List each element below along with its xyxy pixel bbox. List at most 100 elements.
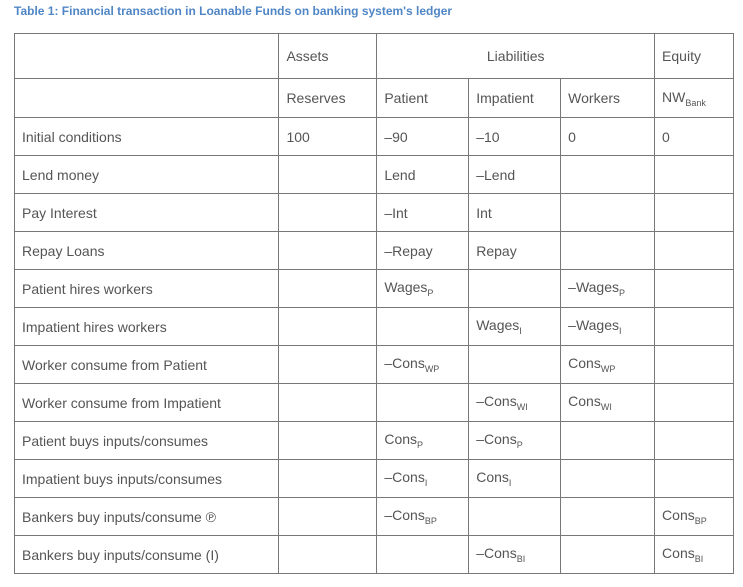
table-cell: [654, 307, 734, 346]
cell-text: –Cons: [476, 431, 517, 447]
table-cell: [654, 269, 734, 308]
table-cell: ConsP: [376, 421, 470, 460]
corner-cell: [13, 78, 280, 118]
table-cell: [278, 535, 378, 574]
cell-text: –10: [476, 128, 500, 145]
row-label: Pay Interest: [13, 193, 280, 232]
table-cell: [560, 497, 656, 536]
cell-text: –90: [384, 128, 408, 145]
cell-text: Lend: [384, 166, 416, 183]
row-label: Impatient hires workers: [13, 307, 280, 346]
table-cell: [278, 307, 378, 346]
table-row: Impatient hires workers WagesI –WagesI: [13, 307, 734, 346]
cell-subscript: WI: [516, 402, 528, 412]
table-cell: [468, 269, 562, 308]
cell-subscript: BP: [694, 516, 707, 526]
table-cell: –ConsWI: [468, 383, 562, 422]
cell-text: Wages: [384, 279, 428, 295]
cell-text: –Cons: [476, 545, 517, 561]
cell-subscript: I: [424, 478, 428, 488]
table-cell: [278, 459, 378, 498]
cell-text: –Wages: [568, 279, 619, 295]
cell-text: 0: [662, 128, 670, 145]
cell-text: –Int: [384, 204, 408, 221]
cell-text: Impatient: [476, 90, 534, 106]
table-cell: WagesP: [376, 269, 470, 308]
cell-subscript: Bank: [685, 97, 706, 108]
table-cell: [278, 155, 378, 194]
table-cell: [654, 155, 734, 194]
table-cell: [376, 383, 470, 422]
table-cell: [278, 231, 378, 270]
cell-text: 0: [568, 128, 576, 145]
table-row: Worker consume from Impatient –ConsWI Cons…: [13, 383, 734, 422]
corner-cell: [13, 33, 280, 79]
row-label: Bankers buy inputs/consume ℗: [13, 497, 280, 536]
table-cell: [560, 535, 656, 574]
cell-subscript: WI: [600, 402, 612, 412]
table-cell: [278, 345, 378, 384]
row-label: Initial conditions: [13, 117, 280, 156]
table-cell: [560, 459, 656, 498]
table-cell: ConsWI: [560, 383, 656, 422]
cell-subscript: WP: [424, 364, 440, 374]
table-cell: [278, 421, 378, 460]
table-cell: [560, 231, 656, 270]
table-row: Bankers buy inputs/consume (I) –ConsBI Con…: [13, 535, 734, 574]
cell-text: NW: [662, 88, 686, 105]
table-title: Table 1: Financial transaction in Loanab…: [14, 4, 453, 18]
table-cell: 100: [278, 117, 378, 156]
header-equity: Equity: [654, 33, 734, 79]
cell-text: Cons: [568, 355, 601, 371]
table-cell: –10: [468, 117, 562, 156]
header-liabilities: Liabilities: [376, 33, 656, 79]
cell-text: Cons: [384, 431, 418, 447]
table-cell: [278, 269, 378, 308]
table-cell: [468, 345, 562, 384]
table-cell: –Lend: [468, 155, 562, 194]
row-label: Lend money: [13, 155, 280, 194]
row-label: Worker consume from Impatient: [13, 383, 280, 422]
table-cell: –ConsI: [376, 459, 470, 498]
table-cell: [560, 193, 656, 232]
column-header-row: Reserves Patient Impatient Workers NWBank: [13, 78, 734, 118]
cell-text: Workers: [568, 90, 621, 106]
cell-text: Reserves: [286, 90, 346, 106]
cell-text: 100: [286, 128, 310, 145]
cell-text: Cons: [568, 393, 601, 409]
table-cell: [654, 459, 734, 498]
cell-text: Repay: [476, 242, 517, 259]
table-row: Repay Loans –Repay Repay: [13, 231, 734, 270]
table-cell: –ConsWP: [376, 345, 470, 384]
table-cell: [278, 383, 378, 422]
table-cell: 0: [560, 117, 656, 156]
cell-subscript: BP: [424, 516, 437, 526]
table-row: Patient hires workers WagesP –WagesP: [13, 269, 734, 308]
table-cell: [278, 497, 378, 536]
table-row: Bankers buy inputs/consume ℗ –ConsBP ConsB…: [13, 497, 734, 536]
cell-text: Wages: [476, 317, 520, 333]
cell-subscript: P: [427, 288, 434, 298]
column-header: Workers: [560, 78, 656, 118]
table-cell: Repay: [468, 231, 562, 270]
cell-text: –Cons: [384, 469, 425, 485]
table-cell: ConsWP: [560, 345, 656, 384]
table-cell: [654, 383, 734, 422]
cell-subscript: P: [516, 440, 523, 450]
cell-text: Cons: [476, 469, 509, 485]
table-row: Lend money Lend –Lend: [13, 155, 734, 194]
cell-subscript: BI: [694, 554, 704, 564]
cell-text: –Lend: [476, 166, 516, 183]
table-cell: Int: [468, 193, 562, 232]
row-label: Bankers buy inputs/consume (I): [13, 535, 280, 574]
cell-subscript: I: [619, 326, 622, 336]
table-row: Impatient buys inputs/consumes –ConsI Cons…: [13, 459, 734, 498]
table-cell: [654, 421, 734, 460]
table-cell: [468, 497, 562, 536]
table-row: Initial conditions 100 –90 –10 0 0: [13, 117, 734, 156]
row-label: Impatient buys inputs/consumes: [13, 459, 280, 498]
header-assets: Assets: [278, 33, 378, 79]
header-group-row: Assets Liabilities Equity: [13, 33, 734, 79]
table-cell: WagesI: [468, 307, 562, 346]
column-header: NWBank: [654, 78, 734, 118]
